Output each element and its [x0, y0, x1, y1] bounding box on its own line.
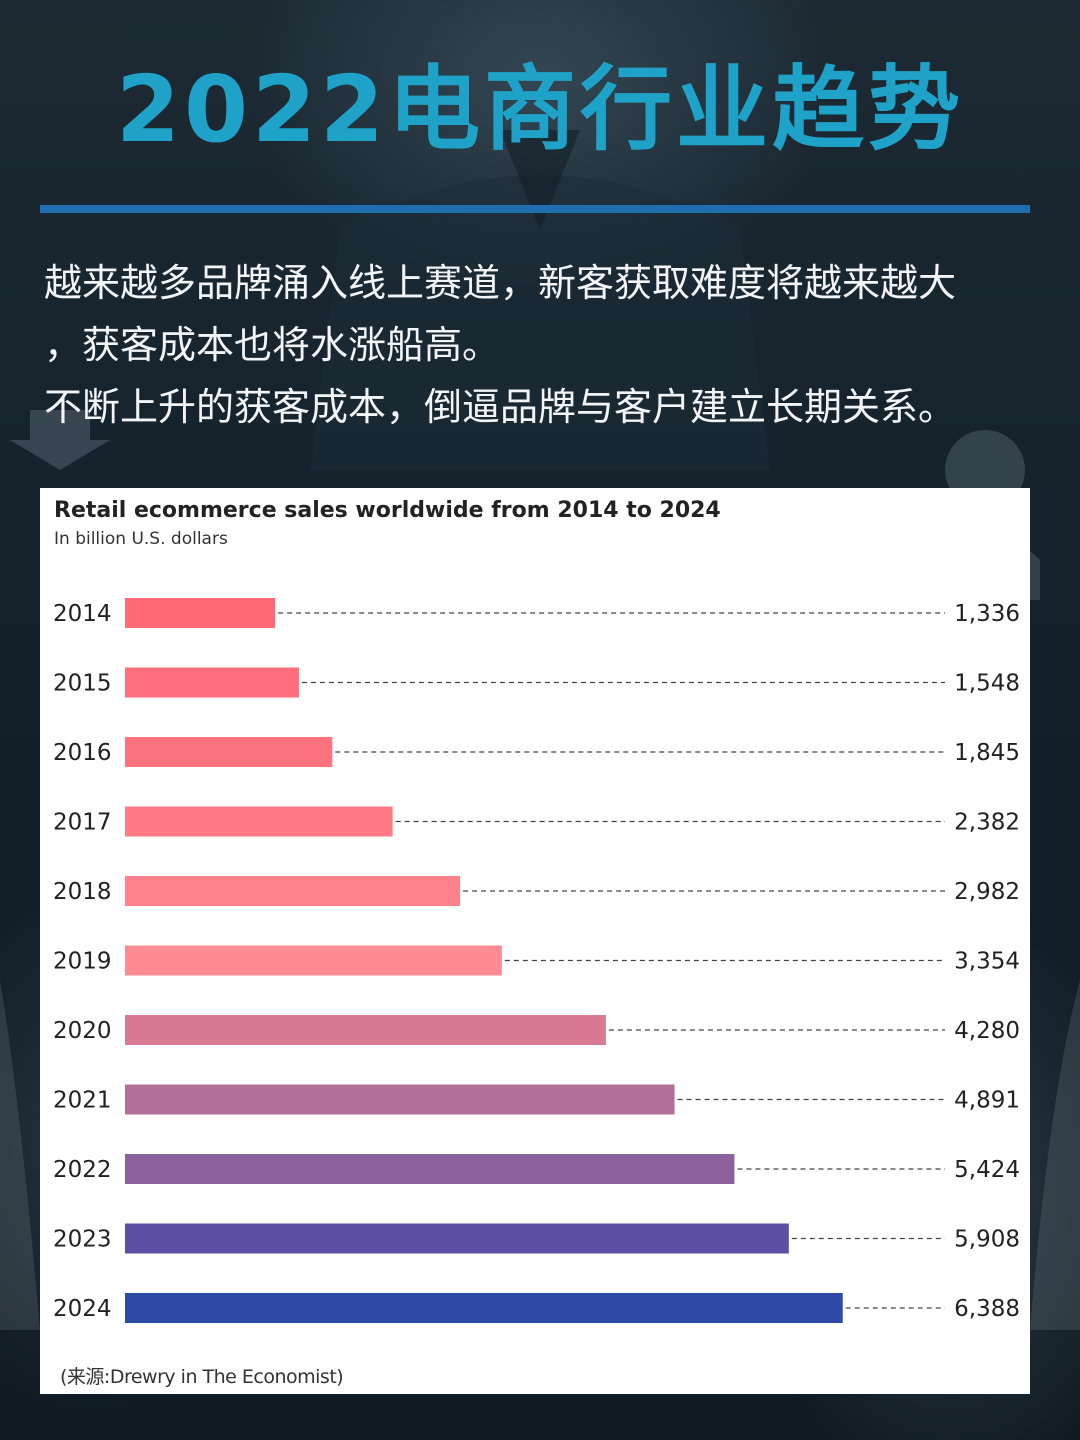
value-label: 5,424 [954, 1157, 1020, 1183]
value-label: 6,388 [954, 1296, 1020, 1322]
intro-line-2: ，获客成本也将水涨船高。 [44, 323, 501, 367]
chart-title: Retail ecommerce sales worldwide from 20… [54, 498, 721, 523]
bar [125, 876, 461, 906]
category-label: 2018 [53, 879, 112, 905]
chart-panel: Retail ecommerce sales worldwide from 20… [40, 488, 1030, 1394]
value-label: 5,908 [954, 1227, 1020, 1253]
title-divider [40, 205, 1030, 213]
category-label: 2016 [53, 740, 112, 766]
category-label: 2024 [53, 1296, 112, 1322]
bar [125, 737, 333, 767]
value-label: 3,354 [954, 949, 1020, 975]
value-label: 1,845 [954, 740, 1020, 766]
value-label: 4,891 [954, 1088, 1020, 1114]
category-label: 2017 [53, 810, 112, 836]
page-title: 2022电商行业趋势 [115, 56, 965, 163]
chart-source: (来源:Drewry in The Economist) [60, 1366, 344, 1388]
bar [125, 598, 276, 628]
value-label: 2,982 [954, 879, 1020, 905]
chart-subtitle: In billion U.S. dollars [54, 529, 228, 549]
value-label: 2,382 [954, 810, 1020, 836]
value-label: 4,280 [954, 1018, 1020, 1044]
category-label: 2023 [53, 1227, 112, 1253]
category-label: 2021 [53, 1088, 112, 1114]
bar [125, 1084, 675, 1115]
intro-text: 越来越多品牌涌入线上赛道，新客获取难度将越来越大 ，获客成本也将水涨船高。 不断… [44, 252, 1044, 438]
category-label: 2015 [53, 671, 112, 697]
bar [125, 806, 393, 837]
bar [125, 1154, 735, 1184]
category-label: 2019 [53, 949, 112, 975]
value-label: 1,548 [954, 671, 1020, 697]
intro-line-3: 不断上升的获客成本，倒逼品牌与客户建立长期关系。 [44, 385, 957, 429]
bar [125, 667, 299, 698]
bar [125, 1293, 843, 1323]
bar [125, 1223, 789, 1254]
bar [125, 1015, 606, 1045]
category-label: 2022 [53, 1157, 112, 1183]
category-label: 2020 [53, 1018, 112, 1044]
category-label: 2014 [53, 601, 112, 627]
bar-chart: 2014 1,336 2015 1,548 2016 1,845 2017 2,382 2018… [53, 598, 1020, 1323]
bar [125, 945, 502, 976]
intro-line-1: 越来越多品牌涌入线上赛道，新客获取难度将越来越大 [44, 261, 957, 305]
value-label: 1,336 [954, 601, 1020, 627]
